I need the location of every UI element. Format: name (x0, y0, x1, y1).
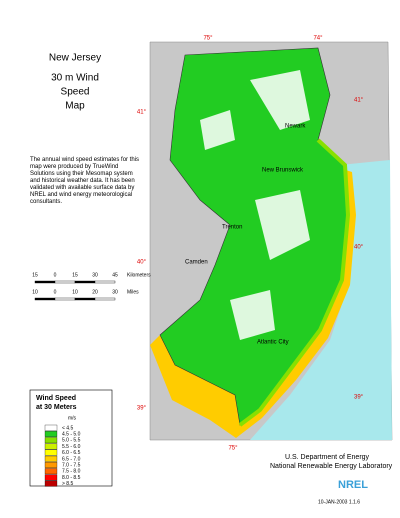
description: The annual wind speed estimates for this… (30, 157, 140, 205)
nrel-logo: NREL (338, 479, 368, 491)
scale-tick-label: 0 (54, 272, 57, 278)
coast-edge (238, 138, 351, 427)
title-line: New Jersey (49, 53, 101, 64)
legend-swatch (44, 437, 58, 444)
scale-tick-label: 0 (54, 289, 57, 295)
legend-label: 5.5 - 6.0 (62, 444, 81, 450)
footer-stamp: 10-JAN-2003 1.1.6 (318, 499, 360, 505)
legend-swatch (44, 455, 58, 462)
legend-swatch (44, 424, 58, 431)
legend-swatch (44, 474, 58, 481)
scale-segment (94, 280, 116, 284)
scale-tick-label: 15 (72, 272, 78, 278)
legend-label: 8.0 - 8.5 (62, 475, 81, 481)
footer-agency: U.S. Department of Energy (285, 454, 370, 461)
scale-segment (54, 297, 76, 301)
legend-unit: m/s (68, 415, 77, 421)
title-line: Map (65, 101, 85, 112)
legend-title: at 30 Meters (36, 404, 77, 411)
scale-unit: Kilometers (127, 272, 151, 278)
scale-segment (34, 297, 56, 301)
legend-swatch (44, 468, 58, 475)
low-wind-area (200, 70, 310, 340)
legend-swatch (44, 449, 58, 456)
graticule-label: 41° (137, 110, 147, 116)
city-label: Camden (185, 260, 208, 266)
legend-swatch (44, 480, 58, 487)
scale-unit: Miles (127, 289, 139, 295)
legend-swatch (44, 443, 58, 450)
scale-tick-label: 10 (32, 289, 38, 295)
scale-tick-label: 30 (92, 272, 98, 278)
title-line: Speed (61, 87, 90, 98)
scale-segment (74, 280, 96, 284)
legend-label: 4.5 - 5.0 (62, 432, 81, 438)
city-label: Atlantic City (257, 340, 289, 346)
scale-segment (54, 280, 76, 284)
footer-lab: National Renewable Energy Laboratory (270, 463, 393, 470)
legend-label: 6.5 - 7.0 (62, 456, 81, 462)
graticule-label: 39° (354, 395, 364, 401)
graticule-label: 40° (137, 260, 147, 266)
city-label: Trenton (222, 225, 242, 231)
graticule-label: 41° (354, 98, 364, 104)
city-label: New Brunswick (262, 168, 304, 174)
legend-title: Wind Speed (36, 395, 76, 402)
legend-box (29, 389, 113, 487)
scale-segment (34, 280, 56, 284)
graticule-label: 40° (354, 245, 364, 251)
legend-label: < 4.5 (62, 425, 73, 431)
city-label: Newark (285, 124, 306, 130)
ocean (250, 160, 392, 440)
scale-tick-label: 10 (72, 289, 78, 295)
scale-tick-label: 20 (92, 289, 98, 295)
legend-label: > 8.5 (62, 481, 73, 487)
legend-swatch (44, 462, 58, 468)
scale-tick-label: 45 (112, 272, 118, 278)
scale-tick-label: 30 (112, 289, 118, 295)
title-line: 30 m Wind (51, 73, 99, 84)
scale-segment (74, 297, 96, 301)
legend-label: 7.0 - 7.5 (62, 463, 81, 469)
graticule-label: 75° (203, 36, 213, 42)
scale-tick-label: 15 (32, 272, 38, 278)
legend-label: 6.0 - 6.5 (62, 450, 81, 456)
graticule-label: 39° (137, 406, 147, 412)
legend-swatch (44, 431, 58, 437)
graticule-label: 75° (228, 446, 238, 452)
scale-segment (94, 297, 116, 301)
legend-label: 7.5 - 8.0 (62, 469, 81, 475)
legend-label: 5.0 - 5.5 (62, 438, 81, 444)
graticule-label: 74° (313, 36, 323, 42)
